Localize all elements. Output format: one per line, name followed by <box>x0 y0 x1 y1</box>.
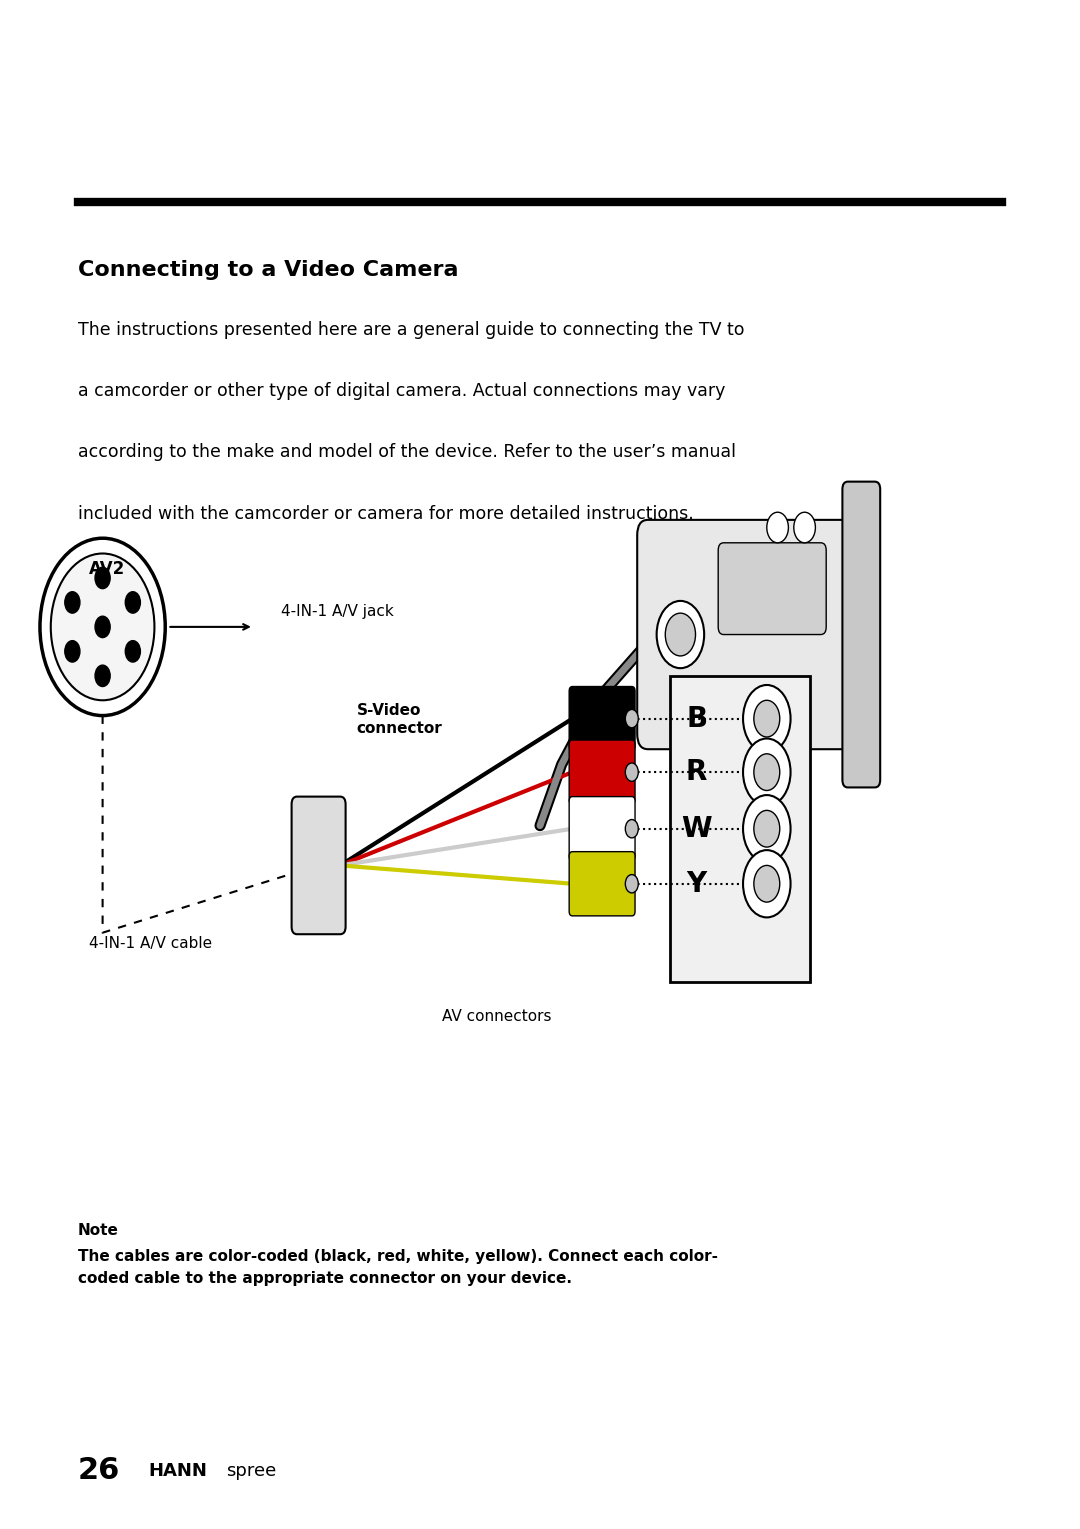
Text: included with the camcorder or camera for more detailed instructions.: included with the camcorder or camera fo… <box>78 505 693 523</box>
Circle shape <box>625 875 638 893</box>
Text: S-Video
connector: S-Video connector <box>356 703 442 735</box>
Circle shape <box>625 709 638 728</box>
Circle shape <box>754 865 780 902</box>
Text: The cables are color-coded (black, red, white, yellow). Connect each color-
code: The cables are color-coded (black, red, … <box>78 1249 718 1286</box>
Text: a camcorder or other type of digital camera. Actual connections may vary: a camcorder or other type of digital cam… <box>78 382 725 401</box>
Circle shape <box>95 616 110 638</box>
Text: AV2: AV2 <box>89 560 125 578</box>
Text: W: W <box>681 815 712 842</box>
Circle shape <box>767 512 788 543</box>
FancyBboxPatch shape <box>670 676 810 982</box>
Circle shape <box>95 665 110 687</box>
Text: HANN: HANN <box>148 1462 207 1480</box>
Text: Connecting to a Video Camera: Connecting to a Video Camera <box>78 260 458 280</box>
Circle shape <box>40 538 165 716</box>
Text: according to the make and model of the device. Refer to the user’s manual: according to the make and model of the d… <box>78 443 735 462</box>
Circle shape <box>743 739 791 806</box>
Circle shape <box>125 641 140 662</box>
Text: Y: Y <box>687 870 706 898</box>
FancyBboxPatch shape <box>569 687 635 751</box>
Circle shape <box>743 850 791 917</box>
Circle shape <box>743 685 791 752</box>
Circle shape <box>754 700 780 737</box>
FancyBboxPatch shape <box>718 543 826 635</box>
Text: B: B <box>686 705 707 732</box>
FancyBboxPatch shape <box>569 852 635 916</box>
Circle shape <box>51 553 154 700</box>
Circle shape <box>65 641 80 662</box>
Text: 26: 26 <box>78 1457 120 1485</box>
FancyBboxPatch shape <box>569 797 635 861</box>
Circle shape <box>65 592 80 613</box>
Text: Note: Note <box>78 1223 119 1238</box>
Circle shape <box>754 754 780 790</box>
Circle shape <box>125 592 140 613</box>
Circle shape <box>665 613 696 656</box>
Text: The instructions presented here are a general guide to connecting the TV to: The instructions presented here are a ge… <box>78 321 744 339</box>
Text: AV connectors: AV connectors <box>442 1009 552 1024</box>
Circle shape <box>743 795 791 862</box>
Circle shape <box>95 567 110 589</box>
Circle shape <box>625 820 638 838</box>
Circle shape <box>754 810 780 847</box>
Text: 4-IN-1 A/V cable: 4-IN-1 A/V cable <box>89 936 212 951</box>
Circle shape <box>794 512 815 543</box>
Text: spree: spree <box>226 1462 276 1480</box>
Circle shape <box>625 763 638 781</box>
FancyBboxPatch shape <box>569 740 635 804</box>
FancyBboxPatch shape <box>292 797 346 934</box>
FancyBboxPatch shape <box>842 482 880 787</box>
Text: R: R <box>686 758 707 786</box>
Text: 4-IN-1 A/V jack: 4-IN-1 A/V jack <box>281 604 393 619</box>
Circle shape <box>657 601 704 668</box>
FancyBboxPatch shape <box>637 520 875 749</box>
